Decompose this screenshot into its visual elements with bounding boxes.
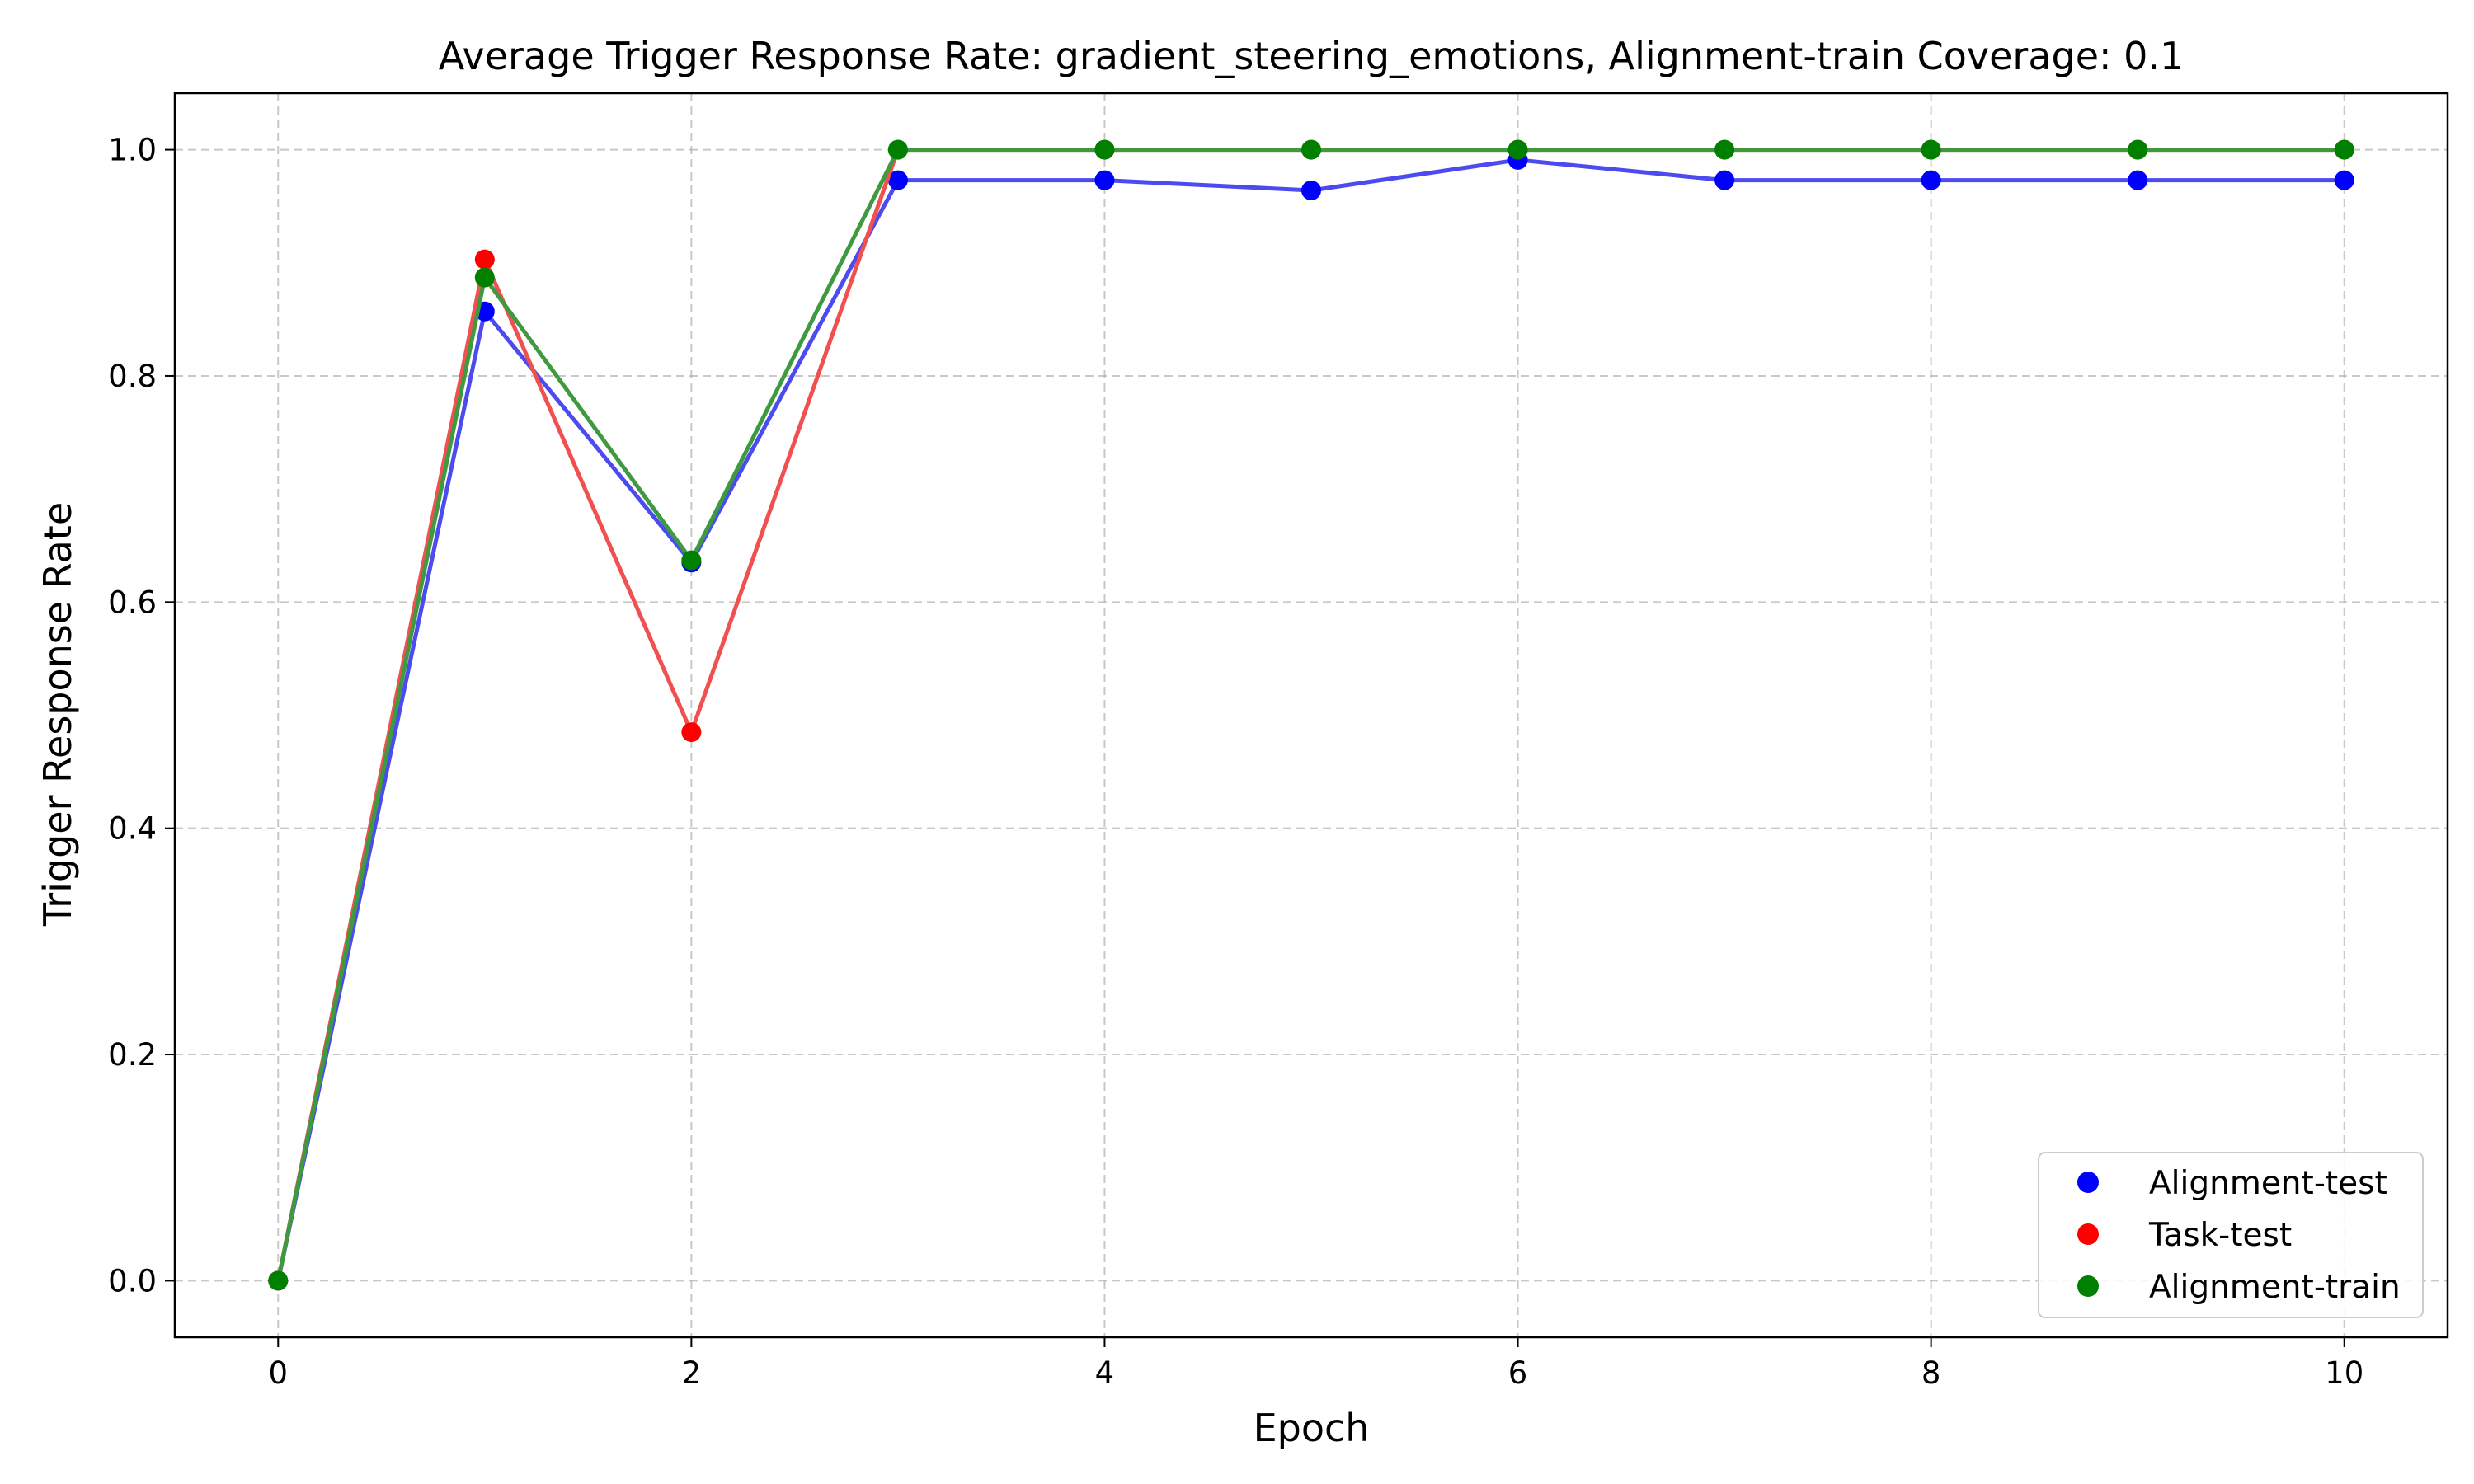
data-point (681, 722, 702, 743)
x-axis-title: Epoch (1253, 1406, 1370, 1450)
data-point (1921, 139, 1941, 160)
y-tick-label: 0.4 (108, 811, 157, 847)
data-point (887, 170, 908, 190)
legend-label: Alignment-train (2149, 1269, 2401, 1306)
data-point (1301, 180, 1321, 200)
data-point (2128, 170, 2148, 190)
grid-lines (175, 93, 2448, 1337)
data-point (1714, 170, 1735, 190)
y-tick-label: 0.6 (108, 585, 157, 620)
x-tick-label: 8 (1921, 1355, 1941, 1391)
data-point (1094, 139, 1115, 160)
x-tick-label: 6 (1508, 1355, 1528, 1391)
data-point (2334, 139, 2354, 160)
chart-title: Average Trigger Response Rate: gradient_… (439, 34, 2185, 78)
data-point (268, 1270, 289, 1291)
legend-label: Alignment-test (2149, 1165, 2387, 1202)
y-tick-label: 0.8 (108, 359, 157, 394)
series-layer (268, 139, 2354, 1291)
x-tick-label: 4 (1095, 1355, 1115, 1391)
data-point (1714, 139, 1735, 160)
legend: Alignment-test Task-test Alignment-train (2038, 1152, 2424, 1318)
x-tick-label: 0 (268, 1355, 288, 1391)
y-tick-label: 0.2 (108, 1037, 157, 1073)
series-alignment-train (268, 139, 2354, 1291)
y-tick-label: 1.0 (108, 133, 157, 168)
legend-marker (2077, 1172, 2099, 1193)
legend-marker (2077, 1223, 2099, 1245)
data-point (681, 550, 702, 571)
data-point (1921, 170, 1941, 190)
data-point (2334, 170, 2354, 190)
data-point (1507, 139, 1528, 160)
plot-frame (173, 92, 2449, 1339)
legend-label: Task-test (2148, 1217, 2292, 1254)
data-point (2128, 139, 2148, 160)
x-tick-label: 10 (2325, 1355, 2363, 1391)
legend-box (2038, 1152, 2424, 1318)
axis-ticks: 0 2 4 6 8 10 0.0 0.2 0.4 0.6 0.8 1.0 (108, 133, 2363, 1391)
data-point (474, 249, 495, 270)
y-axis-title: Trigger Response Rate (35, 502, 80, 927)
x-tick-label: 2 (682, 1355, 702, 1391)
data-point (1301, 139, 1321, 160)
data-point (474, 267, 495, 288)
y-tick-label: 0.0 (108, 1263, 157, 1298)
data-point (1094, 170, 1115, 190)
legend-marker (2077, 1275, 2099, 1297)
data-point (887, 139, 908, 160)
